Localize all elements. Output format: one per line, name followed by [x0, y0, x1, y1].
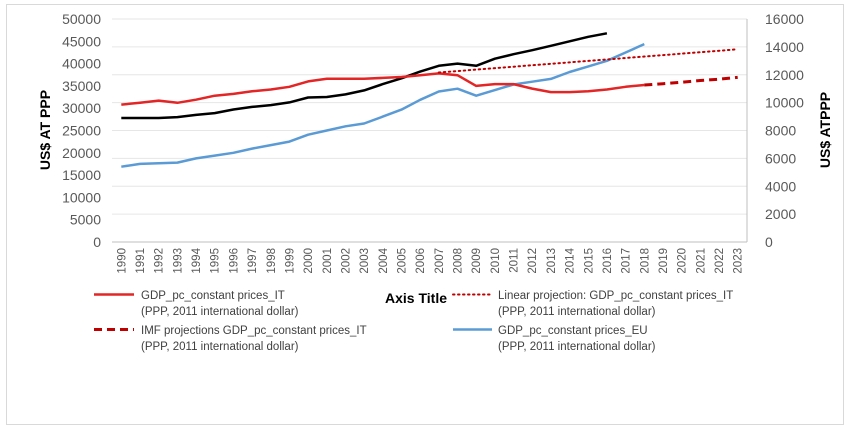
y-left-tick-label: 5000	[70, 212, 101, 228]
right-axis-ticks: 0 2000 4000 6000 8000 10000 12000 14000 16000	[765, 11, 804, 250]
x-tick-label: 1999	[284, 248, 296, 274]
legend-item-it: GDP_pc_constant prices_IT (PPP, 2011 int…	[94, 290, 299, 318]
y-right-tick-label: 14000	[765, 39, 804, 55]
x-tick-label: 1994	[191, 247, 203, 273]
x-tick-label: 1993	[172, 248, 184, 274]
legend-label-it-line2: (PPP, 2011 international dollar)	[141, 306, 299, 318]
y-left-tick-label: 0	[93, 234, 101, 250]
x-tick-label: 2020	[677, 248, 689, 274]
x-tick-label: 2012	[527, 248, 539, 274]
y-left-tick-label: 40000	[62, 56, 101, 72]
y-left-tick-label: 50000	[62, 11, 101, 27]
x-tick-label: 2011	[509, 248, 521, 273]
left-axis-ticks: 0 5000 10000 15000 20000 25000 30000 35000 40000…	[62, 11, 101, 250]
x-tick-label: 2005	[396, 248, 408, 274]
y-left-tick-label: 30000	[62, 100, 101, 116]
legend-label-linear-projection: Linear projection: GDP_pc_constant price…	[498, 290, 733, 302]
x-tick-label: 2013	[546, 248, 558, 274]
x-tick-label: 1990	[116, 248, 128, 274]
series-line-eu	[121, 42, 645, 168]
legend-label-it: GDP_pc_constant prices_IT	[141, 290, 285, 302]
x-tick-label: 1995	[210, 248, 222, 274]
x-tick-label: 2009	[471, 248, 483, 274]
x-tick-label: 2014	[565, 247, 577, 273]
x-tick-label: 2000	[303, 248, 315, 274]
x-tick-label: 2010	[490, 248, 502, 274]
x-tick-label: 2021	[695, 248, 707, 274]
legend-label-imf-line2: (PPP, 2011 international dollar)	[141, 341, 299, 353]
x-tick-label: 1992	[154, 248, 166, 274]
x-tick-label: 1998	[266, 248, 278, 274]
y-right-tick-label: 0	[765, 234, 773, 250]
y-right-tick-label: 2000	[765, 206, 796, 222]
x-tick-label: 2015	[583, 248, 595, 274]
gridlines	[112, 18, 747, 243]
y-right-tick-label: 8000	[765, 123, 796, 139]
y-left-tick-label: 15000	[62, 167, 101, 183]
x-tick-label: 1991	[135, 248, 147, 274]
y-right-tick-label: 16000	[765, 11, 804, 27]
x-tick-label: 2007	[434, 248, 446, 274]
x-axis-ticks: 1990 1991 1992 1993 1994 1995 1996 1997 1998 1999…	[116, 247, 744, 273]
y-left-tick-label: 25000	[62, 123, 101, 139]
y-right-tick-label: 12000	[765, 67, 804, 83]
legend-item-eu: GDP_pc_constant prices_EU (PPP, 2011 int…	[453, 325, 656, 353]
legend-label-eu-line2: (PPP, 2011 international dollar)	[498, 341, 656, 353]
y-right-tick-label: 4000	[765, 178, 796, 194]
x-tick-label: 2006	[415, 248, 427, 274]
x-tick-label: 2023	[733, 248, 745, 274]
x-tick-label: 2018	[639, 248, 651, 274]
legend: GDP_pc_constant prices_IT (PPP, 2011 int…	[94, 290, 733, 353]
series-line-it	[121, 72, 645, 106]
x-tick-label: 2002	[340, 248, 352, 274]
x-tick-label: 1996	[228, 248, 240, 274]
x-tick-label: 2008	[453, 248, 465, 274]
y-right-tick-label: 6000	[765, 150, 796, 166]
y-left-tick-label: 35000	[62, 78, 101, 94]
y-left-tick-label: 10000	[62, 189, 101, 205]
x-tick-label: 2019	[658, 248, 670, 274]
y-axis-right-title: US$ ATPPP	[817, 92, 833, 168]
x-tick-label: 2001	[322, 248, 334, 274]
y-left-tick-label: 20000	[62, 145, 101, 161]
series-line-lin	[437, 48, 739, 74]
x-tick-label: 2004	[378, 247, 390, 273]
x-tick-label: 2017	[621, 248, 633, 274]
y-right-tick-label: 10000	[765, 95, 804, 111]
x-tick-label: 1997	[247, 248, 259, 274]
series-layer	[121, 32, 739, 168]
legend-label-linear-projection-line2: (PPP, 2011 international dollar)	[498, 306, 656, 318]
legend-item-linear-projection: Linear projection: GDP_pc_constant price…	[452, 290, 733, 318]
series-line-imf	[644, 75, 738, 87]
x-tick-label: 2003	[359, 248, 371, 274]
y-axis-left-title: US$ AT PPP	[37, 90, 53, 170]
y-left-tick-label: 45000	[62, 33, 101, 49]
series-line-black	[121, 32, 608, 120]
x-tick-label: 2016	[602, 248, 614, 274]
x-tick-label: 2022	[714, 248, 726, 274]
legend-label-eu: GDP_pc_constant prices_EU	[498, 325, 648, 337]
legend-item-imf: IMF projections GDP_pc_constant prices_I…	[94, 325, 367, 353]
x-axis-title: Axis Title	[385, 290, 447, 306]
legend-label-imf: IMF projections GDP_pc_constant prices_I…	[141, 325, 367, 337]
